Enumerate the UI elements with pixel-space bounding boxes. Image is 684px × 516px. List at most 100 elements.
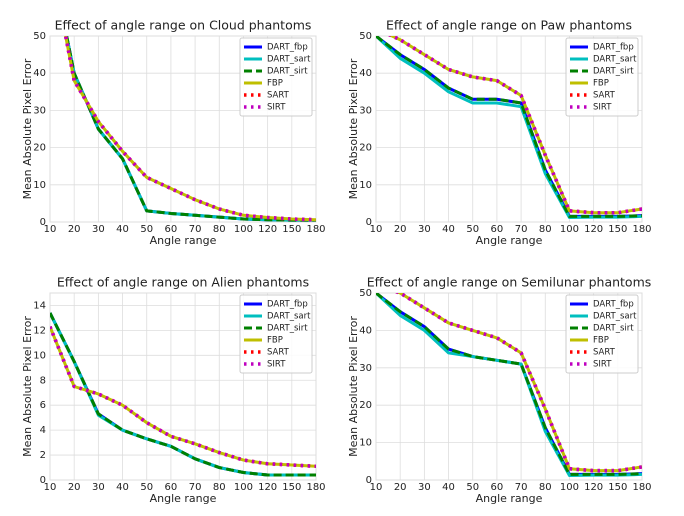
y-tick-label: 50 xyxy=(359,31,372,42)
legend-label: DART_sirt xyxy=(267,67,308,77)
y-tick-label: 10 xyxy=(33,350,46,361)
y-tick-label: 4 xyxy=(40,425,46,436)
y-tick-label: 20 xyxy=(359,143,372,154)
x-tick-label: 20 xyxy=(68,482,81,493)
x-tick-label: 180 xyxy=(632,482,651,493)
legend-label: FBP xyxy=(267,336,283,346)
x-tick-label: 30 xyxy=(418,482,431,493)
x-tick-label: 80 xyxy=(539,224,552,235)
series-group xyxy=(63,36,316,222)
y-tick-label: 14 xyxy=(33,300,46,311)
y-tick-label: 8 xyxy=(40,375,46,386)
series-line xyxy=(376,36,642,218)
legend-label: DART_sirt xyxy=(267,324,308,334)
series-line xyxy=(376,293,642,476)
y-axis-label: Mean Absolute Pixel Error xyxy=(21,316,34,457)
x-tick-label: 20 xyxy=(68,224,81,235)
x-tick-label: 120 xyxy=(258,482,277,493)
legend-label: DART_fbp xyxy=(593,300,634,310)
y-tick-label: 20 xyxy=(359,400,372,411)
x-axis-label: Angle range xyxy=(476,492,543,505)
series-line xyxy=(63,36,316,222)
y-tick-label: 50 xyxy=(33,31,46,42)
y-tick-label: 0 xyxy=(366,217,372,228)
legend-label: DART_sart xyxy=(593,55,637,65)
x-tick-label: 40 xyxy=(116,482,129,493)
x-tick-label: 60 xyxy=(491,224,504,235)
y-axis-label: Mean Absolute Pixel Error xyxy=(347,58,360,199)
y-tick-label: 40 xyxy=(359,325,372,336)
x-tick-label: 120 xyxy=(584,482,603,493)
chart-title: Effect of angle range on Cloud phantoms xyxy=(55,18,312,33)
legend-label: DART_fbp xyxy=(593,43,634,53)
x-tick-label: 50 xyxy=(466,224,479,235)
x-tick-label: 70 xyxy=(515,482,528,493)
x-tick-label: 30 xyxy=(92,482,105,493)
x-tick-label: 150 xyxy=(282,482,301,493)
legend-label: DART_sart xyxy=(593,312,637,322)
y-tick-label: 30 xyxy=(359,105,372,116)
legend-label: DART_fbp xyxy=(267,43,308,53)
legend-label: DART_sirt xyxy=(593,324,634,334)
y-tick-label: 0 xyxy=(40,475,46,486)
legend-label: FBP xyxy=(593,336,609,346)
x-tick-label: 100 xyxy=(560,482,579,493)
x-tick-label: 20 xyxy=(394,224,407,235)
legend-label: SIRT xyxy=(267,103,286,113)
x-tick-label: 150 xyxy=(282,224,301,235)
y-axis-label: Mean Absolute Pixel Error xyxy=(347,316,360,457)
y-tick-label: 2 xyxy=(40,450,46,461)
x-tick-label: 80 xyxy=(213,224,226,235)
y-tick-label: 0 xyxy=(40,217,46,228)
legend-label: DART_sart xyxy=(267,55,311,65)
x-tick-label: 100 xyxy=(234,224,253,235)
x-tick-label: 70 xyxy=(515,224,528,235)
legend-label: SIRT xyxy=(593,103,612,113)
y-tick-label: 30 xyxy=(359,363,372,374)
legend-label: SART xyxy=(593,348,616,358)
x-axis-label: Angle range xyxy=(476,234,543,247)
legend-label: FBP xyxy=(267,79,283,89)
x-tick-label: 150 xyxy=(608,224,627,235)
x-tick-label: 60 xyxy=(165,224,178,235)
series-group xyxy=(376,293,642,478)
y-tick-label: 12 xyxy=(33,325,46,336)
series-line xyxy=(394,293,642,473)
x-tick-label: 60 xyxy=(165,482,178,493)
x-tick-label: 50 xyxy=(466,482,479,493)
y-tick-label: 40 xyxy=(359,68,372,79)
x-tick-label: 20 xyxy=(394,482,407,493)
legend-label: DART_fbp xyxy=(267,300,308,310)
x-tick-label: 60 xyxy=(491,482,504,493)
x-tick-label: 100 xyxy=(560,224,579,235)
y-tick-label: 20 xyxy=(33,143,46,154)
series-line xyxy=(387,36,642,215)
x-tick-label: 70 xyxy=(189,482,202,493)
chart-title: Effect of angle range on Alien phantoms xyxy=(57,275,309,290)
series-line xyxy=(50,312,316,477)
x-tick-label: 40 xyxy=(116,224,129,235)
x-tick-label: 120 xyxy=(258,224,277,235)
x-tick-label: 30 xyxy=(92,224,105,235)
series-group xyxy=(376,36,642,220)
y-axis-label: Mean Absolute Pixel Error xyxy=(21,58,34,199)
y-tick-label: 10 xyxy=(33,180,46,191)
x-tick-label: 80 xyxy=(539,482,552,493)
x-tick-label: 30 xyxy=(418,224,431,235)
x-axis-label: Angle range xyxy=(150,492,217,505)
y-tick-label: 40 xyxy=(33,68,46,79)
legend-label: DART_sart xyxy=(267,312,311,322)
y-tick-label: 6 xyxy=(40,400,46,411)
chart-title: Effect of angle range on Semilunar phant… xyxy=(367,275,652,290)
x-tick-label: 50 xyxy=(140,482,153,493)
legend-label: SART xyxy=(593,91,616,101)
x-tick-label: 10 xyxy=(370,224,383,235)
x-tick-label: 100 xyxy=(234,482,253,493)
legend-label: SIRT xyxy=(593,360,612,370)
x-tick-label: 180 xyxy=(632,224,651,235)
x-tick-label: 80 xyxy=(213,482,226,493)
x-tick-label: 40 xyxy=(442,482,455,493)
y-tick-label: 50 xyxy=(359,288,372,299)
y-tick-label: 10 xyxy=(359,438,372,449)
series-line xyxy=(50,326,316,469)
